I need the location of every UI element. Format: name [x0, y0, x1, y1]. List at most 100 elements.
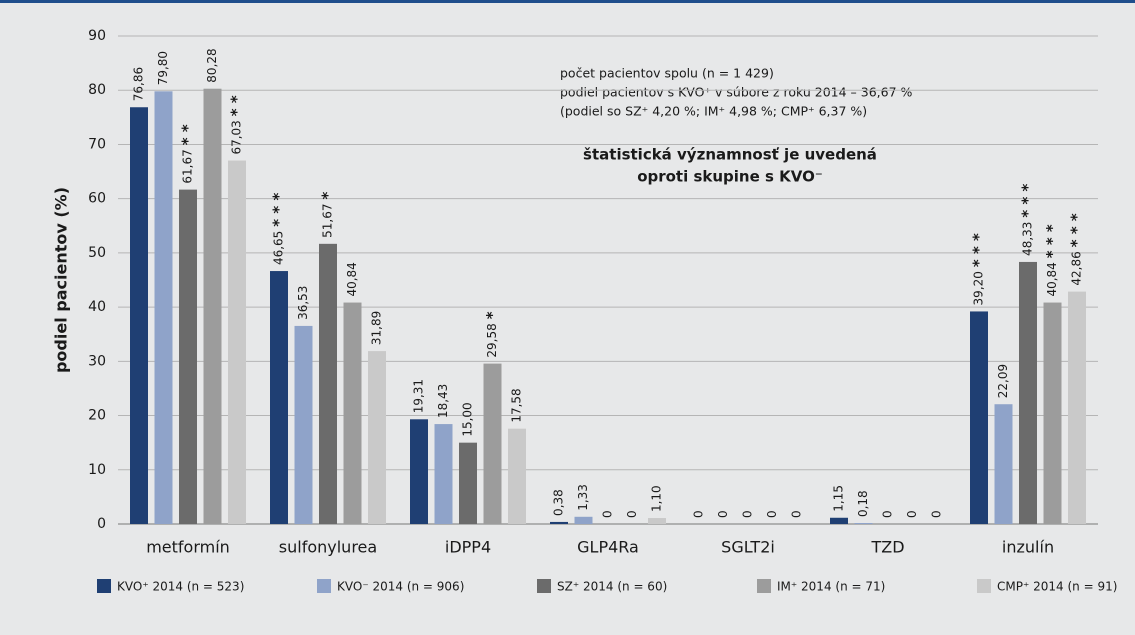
bar	[368, 351, 386, 524]
legend-swatch	[977, 579, 991, 593]
y-tick-label: 50	[88, 245, 106, 261]
value-label: 40,84	[345, 262, 359, 296]
value-label: 0	[790, 510, 804, 518]
significance: * * *	[1019, 183, 1037, 217]
bar	[203, 88, 222, 524]
y-tick-label: 70	[88, 136, 106, 152]
value-label: 19,31	[412, 379, 426, 413]
bar	[410, 419, 428, 524]
value-label: 80,28	[205, 48, 219, 82]
x-tick-label: GLP4Ra	[577, 538, 639, 557]
bar	[343, 302, 362, 524]
note: štatistická významnosť je uvedená	[583, 146, 877, 164]
value-label: 17,58	[510, 388, 524, 422]
value-label: 0	[765, 510, 779, 518]
annotation: (podiel so SZ⁺ 4,20 %; IM⁺ 4,98 %; CMP⁺ …	[560, 104, 867, 119]
legend-label: SZ⁺ 2014 (n = 60)	[557, 580, 667, 594]
y-tick-label: 80	[88, 82, 106, 98]
value-label: 1,10	[650, 485, 664, 512]
y-tick-label: 20	[88, 408, 106, 424]
significance: * *	[179, 124, 197, 145]
value-label: 0,38	[552, 489, 566, 516]
bar	[970, 311, 988, 524]
x-tick-label: inzulín	[1002, 538, 1054, 557]
bar	[130, 107, 148, 525]
y-tick-label: 60	[88, 191, 106, 207]
significance: * *	[228, 95, 246, 116]
bar	[179, 189, 197, 524]
value-label: 39,20	[972, 271, 986, 305]
value-label: 0	[741, 510, 755, 518]
value-label: 0	[625, 510, 639, 518]
bar	[550, 521, 568, 524]
value-label: 42,86	[1070, 251, 1084, 285]
value-label: 0,18	[856, 490, 870, 517]
value-label: 18,43	[436, 384, 450, 418]
x-tick-label: iDPP4	[445, 538, 491, 557]
y-tick-label: 10	[88, 462, 106, 478]
y-axis-label: podiel pacientov (%)	[52, 187, 71, 373]
value-label: 31,89	[370, 311, 384, 345]
bar	[854, 523, 873, 524]
bar	[1068, 291, 1086, 524]
legend-label: IM⁺ 2014 (n = 71)	[777, 580, 885, 594]
top-border	[0, 0, 1135, 3]
bar	[434, 424, 453, 524]
bar	[508, 428, 526, 524]
annotation: počet pacientov spolu (n = 1 429)	[560, 66, 774, 81]
value-label: 15,00	[461, 402, 475, 436]
value-label: 22,09	[996, 364, 1010, 398]
y-tick-label: 40	[88, 299, 106, 315]
y-tick-label: 30	[88, 353, 106, 369]
note: oproti skupine s KVO⁻	[637, 168, 823, 186]
legend-swatch	[757, 579, 771, 593]
x-tick-label: TZD	[870, 538, 904, 557]
annotation: podiel pacientov s KVO⁺ v súbore z roku …	[560, 85, 913, 100]
x-tick-label: metformín	[146, 538, 230, 557]
value-label: 51,67	[321, 203, 335, 237]
bar	[228, 160, 246, 524]
value-label: 29,58	[485, 323, 499, 357]
legend-label: KVO⁺ 2014 (n = 523)	[117, 580, 244, 594]
bar	[483, 363, 502, 524]
value-label: 0	[716, 510, 730, 518]
bar	[830, 517, 848, 524]
value-label: 36,53	[296, 286, 310, 320]
value-label: 46,65	[272, 231, 286, 265]
significance: * * *	[270, 193, 288, 227]
bar	[459, 442, 477, 524]
value-label: 0	[930, 510, 944, 518]
value-label: 67,03	[230, 120, 244, 154]
significance: *	[483, 311, 501, 319]
legend-label: KVO⁻ 2014 (n = 906)	[337, 580, 464, 594]
value-label: 79,80	[156, 51, 170, 85]
value-label: 0	[881, 510, 895, 518]
bar	[994, 404, 1013, 524]
significance: *	[319, 191, 337, 199]
value-label: 0	[601, 510, 615, 518]
y-tick-label: 0	[97, 516, 106, 532]
bar	[1019, 261, 1037, 524]
value-label: 48,33	[1021, 222, 1035, 256]
value-label: 76,86	[132, 67, 146, 101]
x-tick-label: SGLT2i	[721, 538, 775, 557]
legend-label: CMP⁺ 2014 (n = 91)	[997, 580, 1117, 594]
bar	[1043, 302, 1062, 524]
x-tick-label: sulfonylurea	[279, 538, 377, 557]
value-label: 1,33	[576, 484, 590, 511]
value-label: 40,84	[1045, 262, 1059, 296]
significance: * * *	[970, 233, 988, 267]
bar	[270, 271, 288, 524]
legend-swatch	[97, 579, 111, 593]
value-label: 0	[905, 510, 919, 518]
bar	[294, 325, 313, 524]
legend-swatch	[537, 579, 551, 593]
significance: * * *	[1068, 213, 1086, 247]
bar	[574, 516, 593, 524]
y-tick-label: 90	[88, 28, 106, 44]
value-label: 1,15	[832, 485, 846, 512]
value-label: 61,67	[181, 149, 195, 183]
bar	[154, 91, 173, 524]
bar	[648, 518, 666, 524]
